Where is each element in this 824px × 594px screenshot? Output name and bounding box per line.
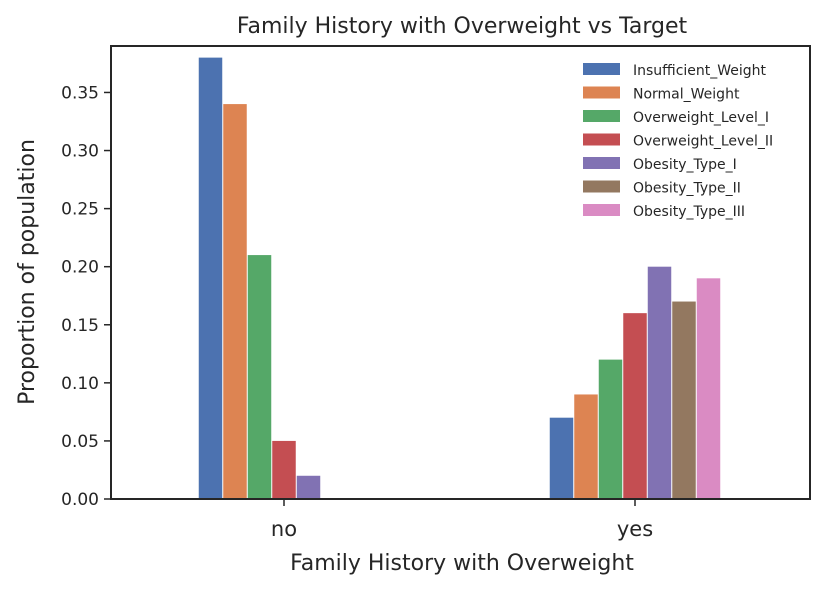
y-tick-label: 0.05 <box>61 432 99 452</box>
bar-obesity-type-iii-yes <box>696 278 721 499</box>
x-tick-label-no: no <box>271 517 297 541</box>
legend-label-obesity-type-iii: Obesity_Type_III <box>633 204 745 220</box>
bar-obesity-type-ii-yes <box>672 301 696 499</box>
bar-overweight-level-ii-no <box>272 440 296 499</box>
plot-frame <box>110 45 811 500</box>
legend-label-overweight-level-ii: Overweight_Level_II <box>633 134 773 150</box>
x-tick-label-yes: yes <box>617 517 653 541</box>
y-tick-label: 0.35 <box>61 83 99 103</box>
legend-swatch-normal-weight <box>583 86 620 99</box>
legend-label-normal-weight: Normal_Weight <box>633 87 740 103</box>
y-tick-label: 0.10 <box>61 374 99 394</box>
y-tick-label: 0.25 <box>61 200 99 220</box>
x-axis-label: Family History with Overweight <box>290 551 634 576</box>
legend: Insufficient_Weight Normal_Weight Overweig… <box>583 63 773 220</box>
y-axis: 0.00 0.05 0.10 0.15 0.20 0.25 0.30 0.35 <box>61 83 111 510</box>
bar-normal-weight-yes <box>574 394 598 499</box>
y-axis-label: Proportion of population <box>15 139 40 405</box>
legend-label-overweight-level-i: Overweight_Level_I <box>633 110 769 126</box>
bar-insufficient-weight-no <box>198 57 223 500</box>
bar-insufficient-weight-yes <box>549 417 574 499</box>
chart-title: Family History with Overweight vs Target <box>237 14 688 39</box>
bar-obesity-type-i-yes <box>647 266 672 499</box>
legend-label-obesity-type-i: Obesity_Type_I <box>633 157 737 173</box>
legend-swatch-insufficient-weight <box>583 63 620 75</box>
y-tick-label: 0.30 <box>61 142 99 162</box>
legend-swatch-obesity-type-iii <box>583 204 620 216</box>
legend-swatch-obesity-type-i <box>583 157 620 169</box>
legend-label-insufficient-weight: Insufficient_Weight <box>633 63 767 79</box>
bar-obesity-type-i-no <box>296 475 321 499</box>
legend-swatch-overweight-level-ii <box>583 133 620 146</box>
bar-overweight-level-i-no <box>247 255 272 499</box>
y-tick-label: 0.20 <box>61 258 99 278</box>
x-axis: no yes <box>271 499 653 541</box>
legend-swatch-overweight-level-i <box>583 110 620 122</box>
bars-layer <box>198 57 721 500</box>
legend-label-obesity-type-ii: Obesity_Type_II <box>633 181 741 197</box>
bar-overweight-level-ii-yes <box>623 313 647 499</box>
bar-overweight-level-i-yes <box>598 359 623 499</box>
legend-swatch-obesity-type-ii <box>583 180 620 193</box>
y-tick-label: 0.00 <box>61 490 99 510</box>
bar-normal-weight-no <box>223 104 247 499</box>
y-tick-label: 0.15 <box>61 316 99 336</box>
